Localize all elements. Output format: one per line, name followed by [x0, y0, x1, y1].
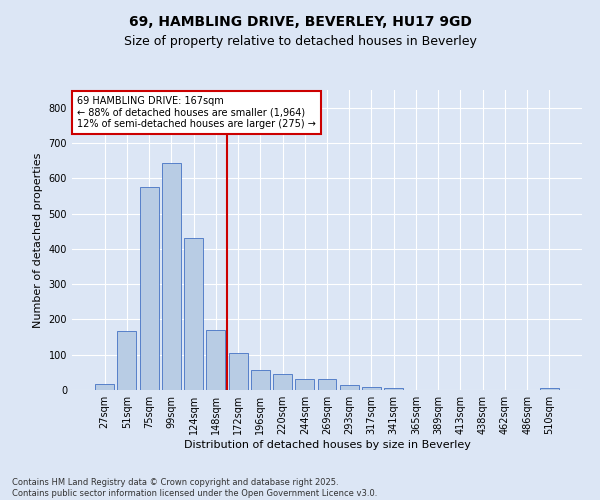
Bar [251, 370, 270, 390]
Bar [295, 378, 314, 390]
Bar [140, 187, 158, 390]
Bar [184, 238, 203, 390]
Text: 69 HAMBLING DRIVE: 167sqm
← 88% of detached houses are smaller (1,964)
12% of se: 69 HAMBLING DRIVE: 167sqm ← 88% of detac… [77, 96, 316, 129]
Bar [162, 164, 181, 390]
Bar [118, 330, 136, 390]
Text: Contains HM Land Registry data © Crown copyright and database right 2025.
Contai: Contains HM Land Registry data © Crown c… [12, 478, 377, 498]
Text: Size of property relative to detached houses in Beverley: Size of property relative to detached ho… [124, 35, 476, 48]
Bar [362, 387, 381, 390]
Bar [229, 353, 248, 390]
Bar [317, 378, 337, 390]
Bar [340, 385, 359, 390]
Bar [206, 330, 225, 390]
X-axis label: Distribution of detached houses by size in Beverley: Distribution of detached houses by size … [184, 440, 470, 450]
Bar [95, 384, 114, 390]
Y-axis label: Number of detached properties: Number of detached properties [33, 152, 43, 328]
Bar [384, 388, 403, 390]
Bar [273, 374, 292, 390]
Text: 69, HAMBLING DRIVE, BEVERLEY, HU17 9GD: 69, HAMBLING DRIVE, BEVERLEY, HU17 9GD [128, 15, 472, 29]
Bar [540, 388, 559, 390]
